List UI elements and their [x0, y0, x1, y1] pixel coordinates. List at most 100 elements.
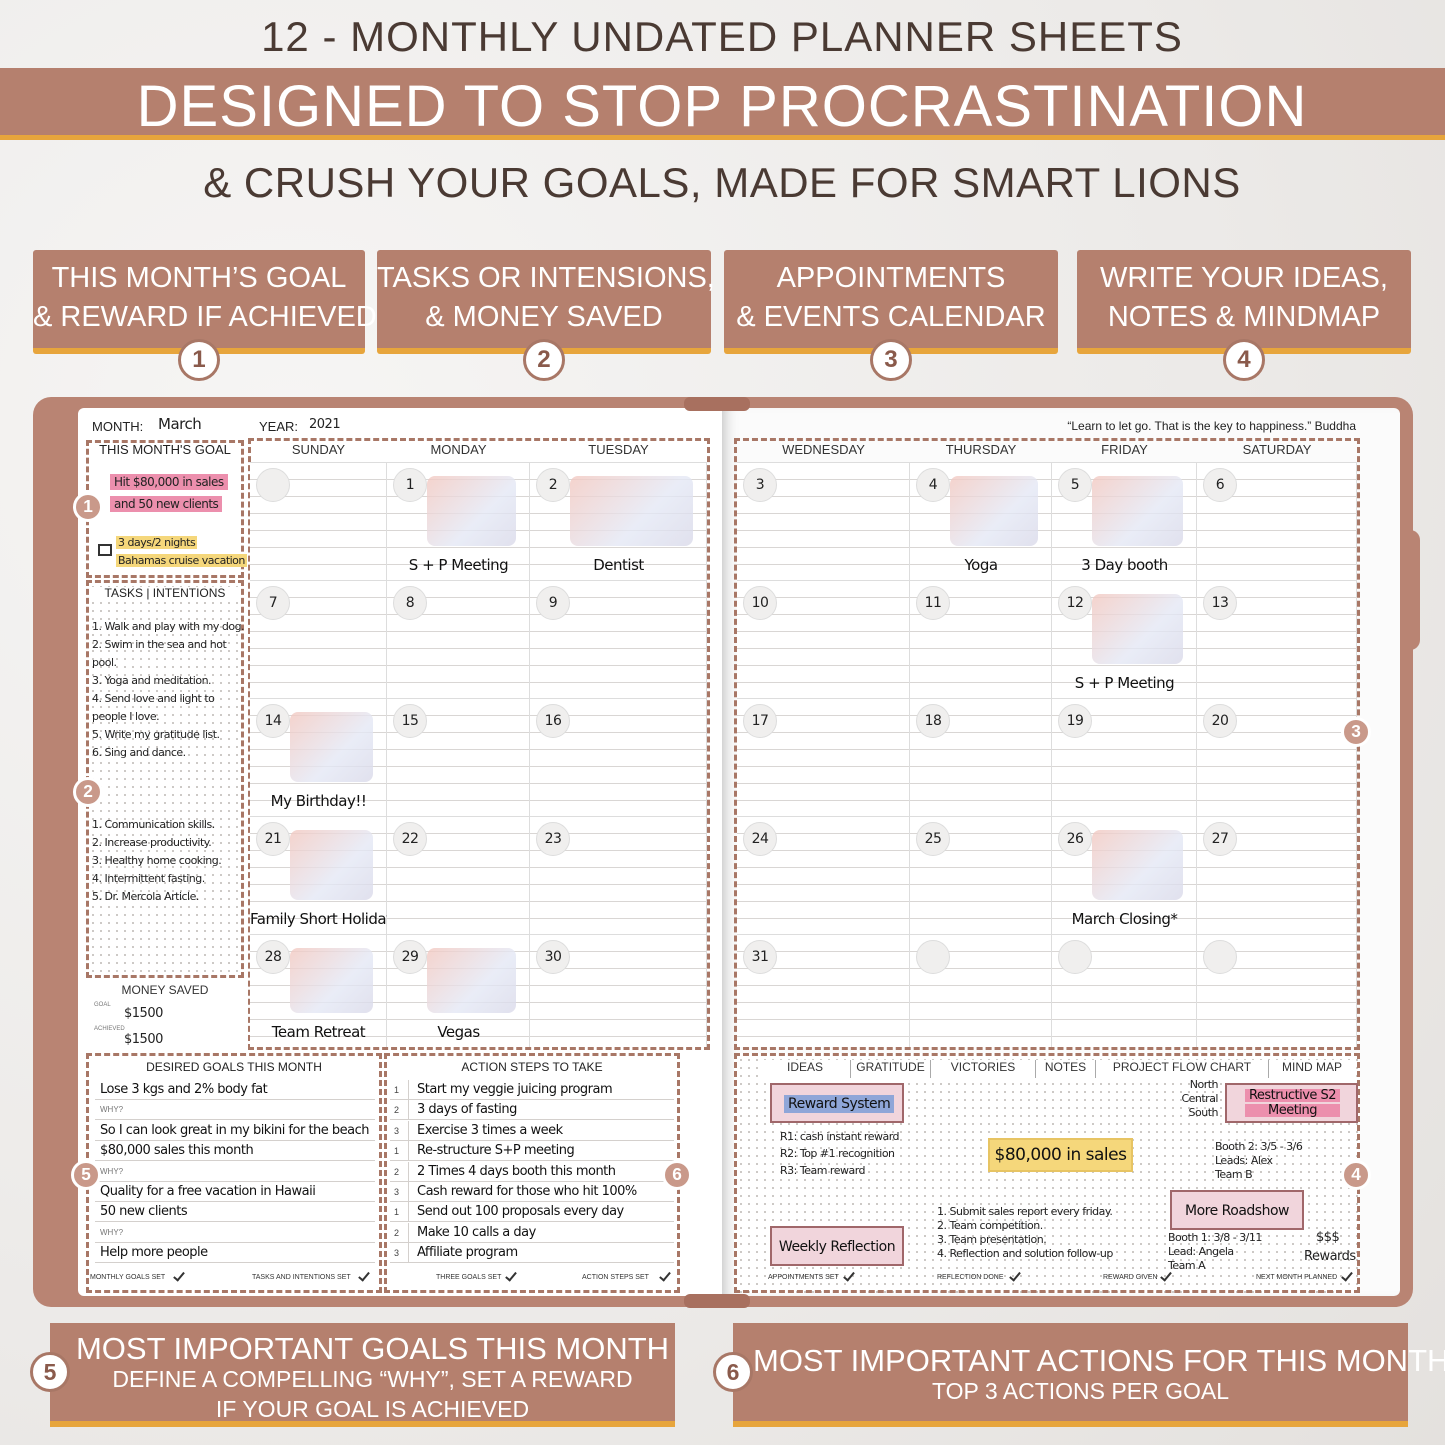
desired-goal-line: WHY?: [100, 1227, 124, 1237]
mind-note: Leads: Alex: [1215, 1154, 1273, 1167]
row-divider: [408, 1182, 409, 1202]
ruled-line: [95, 1201, 375, 1202]
step-text: Affiliate program: [417, 1245, 518, 1261]
step-number: 1: [394, 1207, 400, 1218]
ruled-line: [390, 1201, 674, 1202]
feature-text: WRITE YOUR IDEAS,: [1100, 262, 1388, 294]
page-subtitle: & CRUSH YOUR GOALS, MADE FOR SMART LIONS: [203, 159, 1241, 206]
mind-note: Rewards: [1304, 1249, 1356, 1264]
feature-text: THIS MONTH’S GOAL: [51, 262, 347, 294]
day-number: 6: [1203, 468, 1237, 502]
ruled-line: [95, 1099, 375, 1100]
day-number: 26: [1058, 822, 1092, 856]
row-divider: [408, 1120, 409, 1141]
day-header: MONDAY: [430, 442, 487, 457]
event-label: Family Short Holiday: [250, 910, 395, 928]
tasks-box: [86, 580, 244, 978]
mind-node: Meeting: [1245, 1104, 1340, 1117]
event-label: S + P Meeting: [408, 556, 509, 574]
day-number: 18: [916, 704, 950, 738]
day-number: 12: [1058, 586, 1092, 620]
ruled-line: [390, 1221, 674, 1223]
feature-text: NOTES & MINDMAP: [1107, 301, 1381, 333]
mind-note: R3: Team reward: [780, 1164, 866, 1177]
task-item: 1. Walk and play with my dog.: [92, 620, 245, 633]
ruled-line: [390, 1262, 674, 1264]
footer-label: MONTHLY GOALS SET: [90, 1274, 166, 1281]
mind-map-tab: IDEAS: [760, 1060, 850, 1078]
row-divider: [408, 1243, 409, 1264]
task-item: 5. Write my gratitude list.: [92, 728, 220, 741]
event-illustration: [290, 712, 373, 782]
mind-node: Weekly Reflection: [778, 1239, 896, 1255]
day-header: THURSDAY: [945, 442, 1017, 457]
day-header: FRIDAY: [1101, 442, 1148, 457]
mind-map-tab: MIND MAP: [1268, 1060, 1355, 1078]
page-title: 12 - MONTHLY UNDATED PLANNER SHEETS: [261, 13, 1183, 60]
money-goal-label: GOAL: [94, 1002, 111, 1008]
step-text: Send out 100 proposals every day: [417, 1204, 624, 1220]
step-text: 3 days of fasting: [417, 1102, 517, 1118]
feature-text: & EVENTS CALENDAR: [736, 301, 1046, 333]
goal-title: THIS MONTH'S GOAL: [99, 442, 231, 457]
ruled-line: [390, 1099, 674, 1100]
day-circle: [1203, 940, 1237, 974]
planner-spine-band: [684, 1294, 750, 1308]
mind-note: Central: [1181, 1092, 1218, 1105]
step-text: Make 10 calls a day: [417, 1224, 536, 1240]
ruled-line: [390, 1241, 674, 1243]
event-label: Dentist: [593, 556, 644, 574]
title-band: [0, 68, 1445, 140]
day-header: WEDNESDAY: [782, 442, 865, 457]
bottom-line: IF YOUR GOAL IS ACHIEVED: [215, 1396, 530, 1422]
day-number: 16: [536, 704, 570, 738]
event-label: Vegas: [437, 1023, 480, 1041]
step-text: 2 Times 4 days booth this month: [417, 1163, 616, 1179]
bottom-line: DEFINE A COMPELLING “WHY”, SET A REWARD: [112, 1366, 633, 1392]
mind-center: $80,000 in sales: [994, 1145, 1127, 1165]
feature-text: & REWARD IF ACHIEVED: [33, 301, 377, 333]
task-item: 1. Communication skills.: [92, 818, 215, 831]
day-number: 14: [256, 704, 290, 738]
desired-goal-line: WHY?: [100, 1166, 124, 1176]
mind-note: North: [1189, 1078, 1219, 1091]
row-divider: [408, 1100, 409, 1121]
event-label: 3 Day booth: [1081, 556, 1168, 574]
day-header: SUNDAY: [291, 442, 346, 457]
day-number: 3: [743, 468, 777, 502]
event-illustration: [570, 476, 693, 546]
mind-note: R2: Top #1 recognition: [780, 1147, 895, 1160]
mind-map-tab: VICTORIES: [930, 1060, 1035, 1078]
ruled-line: [95, 1262, 375, 1264]
bottom-number: 6: [713, 1352, 753, 1392]
row-divider: [408, 1161, 409, 1182]
event-label: Team Retreat: [271, 1023, 366, 1041]
step-text: Start my veggie juicing program: [417, 1082, 613, 1097]
mind-note: South: [1188, 1106, 1219, 1119]
task-item: 6. Sing and dance.: [92, 746, 186, 759]
task-item: people I love.: [92, 710, 160, 723]
action-steps-title: ACTION STEPS TO TAKE: [461, 1060, 603, 1074]
event-illustration: [1092, 594, 1183, 664]
day-number: 17: [743, 704, 777, 738]
day-number: 23: [536, 822, 570, 856]
goal-line: and 50 new clients: [110, 496, 223, 512]
row-divider: [408, 1202, 409, 1223]
footer-label: REFLECTION DONE: [937, 1274, 1004, 1281]
bottom-title: MOST IMPORTANT ACTIONS FOR THIS MONTH: [753, 1343, 1445, 1378]
gift-icon: [98, 544, 112, 556]
ruled-line: [95, 1160, 375, 1162]
day-number: 25: [916, 822, 950, 856]
ruled-line: [390, 1180, 674, 1182]
ruled-line: [95, 1221, 375, 1223]
day-header: TUESDAY: [588, 442, 649, 457]
mind-map-tab: PROJECT FLOW CHART: [1095, 1060, 1268, 1078]
callout-badge: 4: [1341, 1160, 1371, 1190]
step-text: Cash reward for those who hit 100%: [417, 1184, 637, 1199]
ruled-line: [390, 1119, 674, 1121]
ruled-line: [95, 1241, 375, 1243]
node-box: [1170, 1190, 1304, 1230]
tasks-title: TASKS | INTENTIONS: [90, 587, 240, 599]
mind-note: Team B: [1215, 1168, 1253, 1181]
desired-goal-line: $80,000 sales this month: [100, 1143, 254, 1159]
